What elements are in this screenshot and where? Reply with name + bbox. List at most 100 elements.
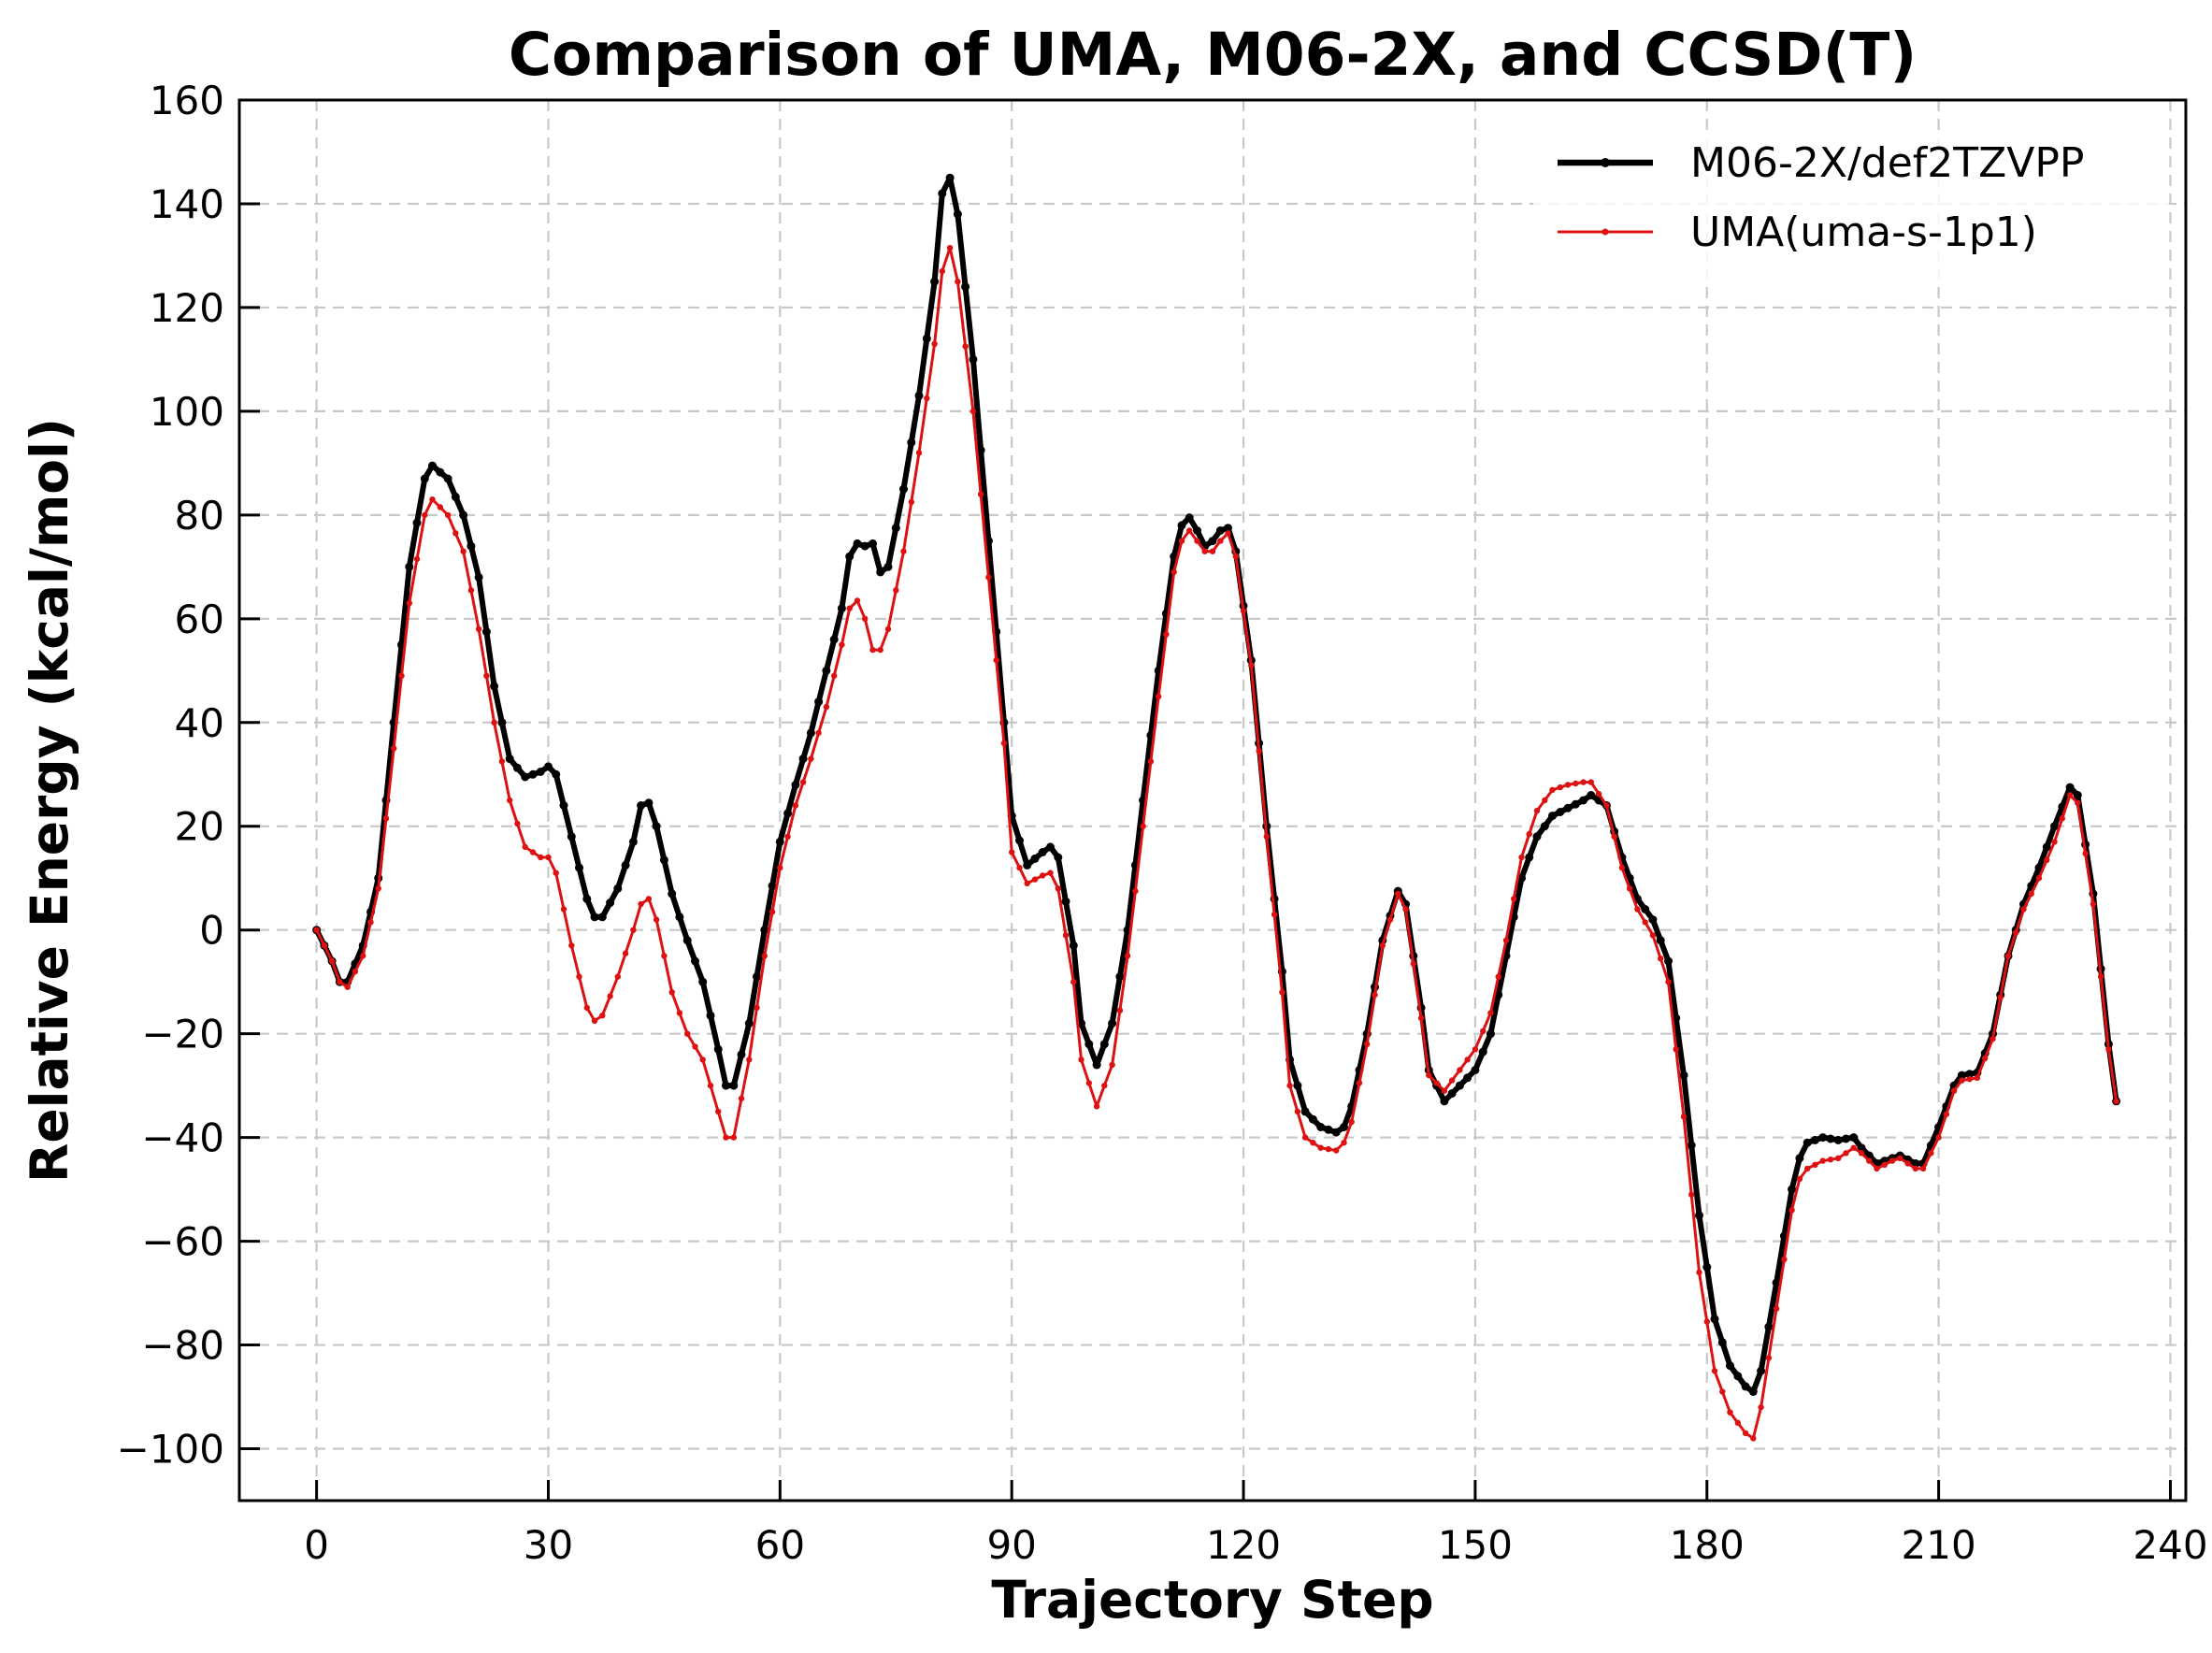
- data-point: [1741, 1382, 1750, 1391]
- data-point: [1232, 553, 1240, 560]
- data-point: [768, 909, 776, 915]
- data-point: [405, 562, 414, 571]
- x-axis-label: Trajectory Step: [991, 1570, 1433, 1630]
- data-point: [893, 587, 899, 594]
- data-point: [313, 927, 320, 933]
- data-point: [1208, 537, 1217, 546]
- data-point: [2073, 791, 2082, 799]
- data-point: [443, 474, 452, 483]
- data-point: [1549, 786, 1556, 794]
- data-point: [1532, 832, 1542, 841]
- data-point: [1943, 1111, 1950, 1117]
- legend-label-uma: UMA(uma-s-1p1): [1690, 208, 2037, 256]
- data-point: [1116, 1007, 1124, 1013]
- data-point: [1279, 989, 1286, 996]
- data-point: [1263, 833, 1271, 840]
- data-point: [328, 957, 336, 965]
- data-point: [1711, 1368, 1718, 1374]
- data-point: [1201, 548, 1208, 554]
- y-tick-label: 20: [175, 804, 224, 850]
- data-point: [2059, 815, 2065, 822]
- data-point: [1866, 1157, 1873, 1164]
- data-point: [993, 657, 999, 664]
- data-point: [1417, 1014, 1425, 1022]
- data-point: [668, 989, 675, 996]
- data-point: [1702, 1262, 1712, 1272]
- data-point: [822, 666, 831, 675]
- data-point: [1764, 1322, 1774, 1331]
- data-point: [707, 1082, 714, 1089]
- data-point: [422, 511, 428, 519]
- data-point: [853, 539, 862, 548]
- data-point: [652, 822, 661, 831]
- data-point: [1000, 740, 1008, 747]
- data-point: [1641, 905, 1650, 913]
- data-point: [675, 913, 684, 922]
- legend-marker-uma: [1602, 228, 1609, 236]
- data-point: [1455, 1081, 1464, 1090]
- data-point: [946, 244, 954, 252]
- data-point: [1587, 779, 1595, 785]
- data-point: [1765, 1355, 1773, 1361]
- data-point: [1950, 1087, 1958, 1094]
- data-point: [692, 1043, 698, 1050]
- data-point: [1533, 807, 1541, 814]
- data-point: [1356, 1080, 1363, 1086]
- data-point: [1679, 1071, 1688, 1080]
- data-point: [907, 438, 916, 447]
- data-point: [691, 956, 699, 966]
- data-point: [876, 568, 885, 577]
- data-point: [553, 870, 559, 876]
- data-point: [1580, 779, 1587, 785]
- data-point: [1324, 1125, 1333, 1134]
- data-point: [1788, 1207, 1795, 1214]
- data-point: [582, 894, 592, 903]
- data-point: [467, 587, 475, 594]
- data-point: [931, 340, 938, 347]
- data-point: [522, 843, 528, 851]
- data-point: [1912, 1165, 1918, 1172]
- data-point: [976, 446, 985, 454]
- data-point: [953, 209, 962, 219]
- data-point: [891, 524, 900, 533]
- series-group: [312, 173, 2121, 1442]
- data-point: [955, 279, 961, 285]
- data-point: [723, 1134, 729, 1141]
- data-point: [1727, 1409, 1733, 1416]
- data-point: [597, 913, 607, 922]
- data-point: [1835, 1155, 1842, 1162]
- data-point: [1308, 1114, 1317, 1124]
- data-point: [1300, 1107, 1310, 1116]
- data-point: [622, 950, 629, 956]
- data-point: [451, 492, 460, 501]
- data-point: [1495, 973, 1501, 980]
- data-point: [1486, 1029, 1495, 1039]
- data-point: [420, 474, 429, 483]
- data-point: [783, 809, 793, 818]
- data-point: [2035, 875, 2043, 882]
- data-point: [360, 953, 366, 959]
- data-point: [1959, 1077, 1965, 1084]
- data-point: [2051, 839, 2058, 845]
- data-point: [1185, 513, 1194, 523]
- data-point: [529, 849, 537, 855]
- data-point: [576, 973, 582, 980]
- data-point: [1810, 1135, 1819, 1144]
- data-point: [1016, 864, 1023, 871]
- data-point: [1147, 758, 1155, 765]
- data-point: [1556, 808, 1565, 816]
- data-point: [1571, 799, 1580, 809]
- data-point: [1156, 693, 1162, 700]
- data-point: [1648, 915, 1658, 925]
- data-point: [806, 728, 815, 738]
- data-point: [2066, 792, 2074, 798]
- data-point: [638, 900, 644, 908]
- data-point: [1965, 1070, 1975, 1079]
- data-point: [1093, 1103, 1100, 1110]
- data-point: [1842, 1134, 1850, 1143]
- data-point: [1849, 1133, 1859, 1143]
- data-point: [1526, 830, 1532, 838]
- y-tick-label: −20: [141, 1012, 224, 1057]
- data-point: [1833, 1135, 1843, 1144]
- x-tick-label: 180: [1670, 1522, 1745, 1568]
